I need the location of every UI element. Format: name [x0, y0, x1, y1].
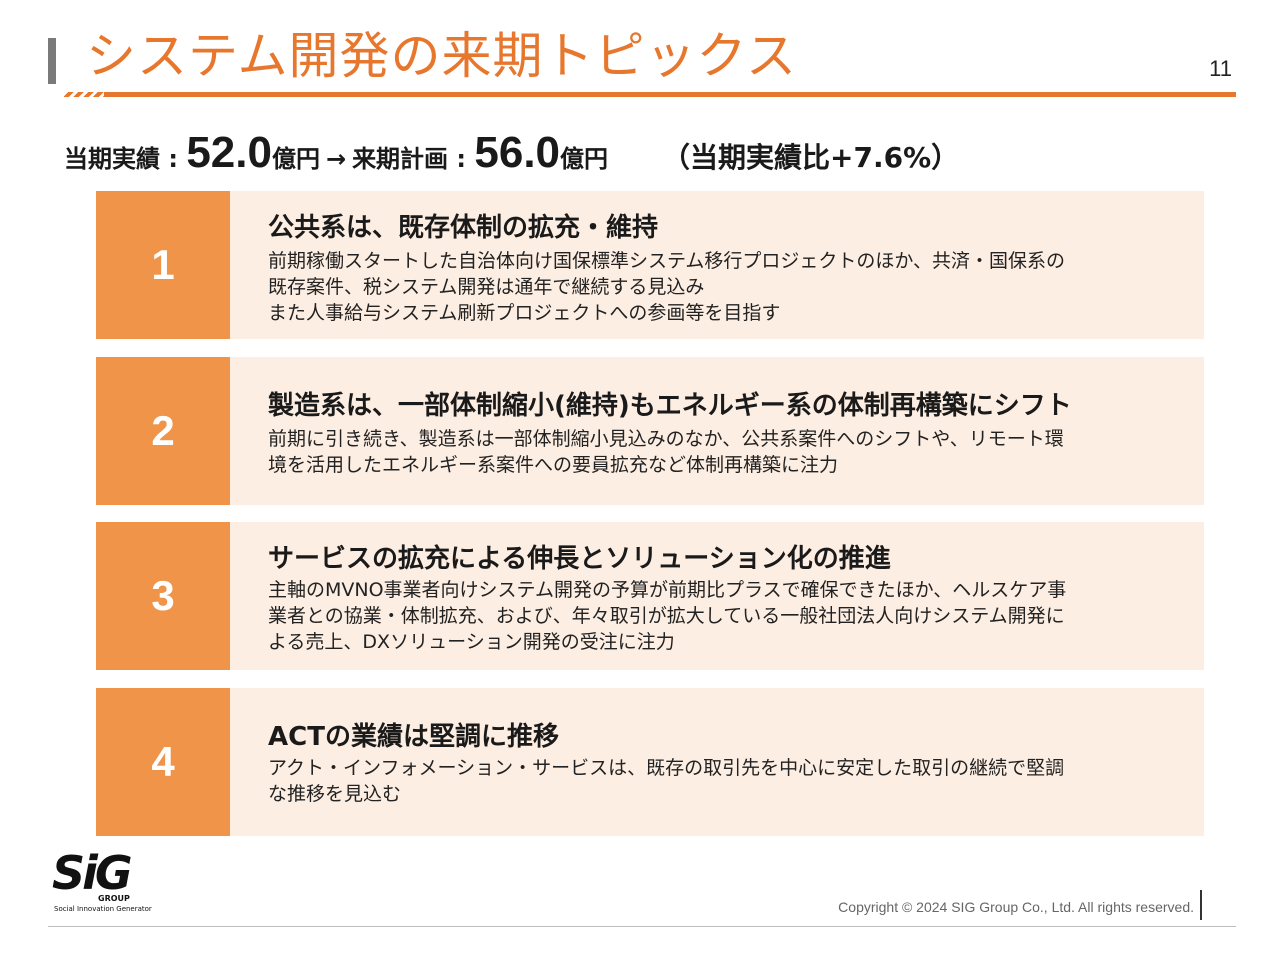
summary-line: 当期実績 : 52.0億円 → 来期計画 : 56.0億円 （当期実績比+7.6%）: [64, 128, 1224, 184]
plan-value: 56.0: [474, 128, 561, 177]
topic-card-2: 2 製造系は、一部体制縮小(維持)もエネルギー系の体制再構築にシフト 前期に引き…: [96, 357, 1204, 505]
plan-label: 来期計画 :: [352, 145, 475, 173]
logo-tagline: Social Innovation Generator: [54, 905, 152, 913]
topic-body: 主軸のMVNO事業者向けシステム開発の予算が前期比プラスで確保できたほか、ヘルス…: [268, 577, 1173, 655]
copyright-text: Copyright © 2024 SIG Group Co., Ltd. All…: [838, 899, 1194, 915]
topic-body-line: アクト・インフォメーション・サービスは、既存の取引先を中心に安定した取引の継続で…: [268, 757, 1065, 779]
topic-body-line: な推移を見込む: [268, 783, 402, 805]
topic-number: 1: [96, 191, 230, 339]
topic-number: 4: [96, 688, 230, 836]
current-value: 52.0: [186, 128, 272, 177]
title-accent-bar: [48, 38, 56, 84]
topic-heading: 公共系は、既存体制の拡充・維持: [268, 213, 659, 243]
topic-body: アクト・インフォメーション・サービスは、既存の取引先を中心に安定した取引の継続で…: [268, 755, 1173, 807]
logo-mark: SiG: [52, 846, 133, 900]
topic-card-1: 1 公共系は、既存体制の拡充・維持 前期稼働スタートした自治体向け国保標準システ…: [96, 191, 1204, 339]
page-title: システム開発の来期トピックス: [86, 27, 797, 85]
current-label: 当期実績 :: [64, 145, 187, 173]
topic-body-line: 既存案件、税システム開発は通年で継続する見込み: [268, 276, 705, 298]
topic-card-4: 4 ACTの業績は堅調に推移 アクト・インフォメーション・サービスは、既存の取引…: [96, 688, 1204, 836]
topic-card-3: 3 サービスの拡充による伸長とソリューション化の推進 主軸のMVNO事業者向けシ…: [96, 522, 1204, 670]
arrow-icon: →: [325, 145, 347, 173]
topic-body-line: 境を活用したエネルギー系案件への要員拡充など体制再構築に注力: [268, 454, 839, 476]
page-number: 11: [1209, 56, 1232, 81]
title-underline: [64, 92, 1236, 97]
plan-unit: 億円: [560, 145, 609, 173]
copyright-divider: [1200, 890, 1202, 920]
topic-body-line: 業者との協業・体制拡充、および、年々取引が拡大している一般社団法人向けシステム開…: [268, 605, 1065, 627]
sig-group-logo: SiG GROUP Social Innovation Generator: [52, 850, 162, 916]
topic-body-line: 前期に引き続き、製造系は一部体制縮小見込みのなか、公共系案件へのシフトや、リモー…: [268, 428, 1064, 450]
topic-body-line: また人事給与システム刷新プロジェクトへの参画等を目指す: [268, 302, 781, 324]
logo-group-text: GROUP: [98, 894, 130, 903]
topic-heading: サービスの拡充による伸長とソリューション化の推進: [268, 544, 891, 574]
topic-heading: ACTの業績は堅調に推移: [268, 722, 559, 752]
title-underline-hatch: [64, 92, 104, 97]
topic-heading: 製造系は、一部体制縮小(維持)もエネルギー系の体制再構築にシフト: [268, 391, 1072, 421]
topic-body: 前期稼働スタートした自治体向け国保標準システム移行プロジェクトのほか、共済・国保…: [268, 248, 1173, 326]
current-unit: 億円: [271, 145, 320, 173]
topic-body-line: 主軸のMVNO事業者向けシステム開発の予算が前期比プラスで確保できたほか、ヘルス…: [268, 579, 1067, 601]
growth-ratio: （当期実績比+7.6%）: [662, 141, 960, 174]
topic-body-line: よる売上、DXソリューション開発の受注に注力: [268, 631, 675, 653]
topic-body-line: 前期稼働スタートした自治体向け国保標準システム移行プロジェクトのほか、共済・国保…: [268, 250, 1066, 272]
topic-number: 2: [96, 357, 230, 505]
footer-rule: [48, 926, 1236, 927]
topic-number: 3: [96, 522, 230, 670]
topic-body: 前期に引き続き、製造系は一部体制縮小見込みのなか、公共系案件へのシフトや、リモー…: [268, 426, 1173, 478]
